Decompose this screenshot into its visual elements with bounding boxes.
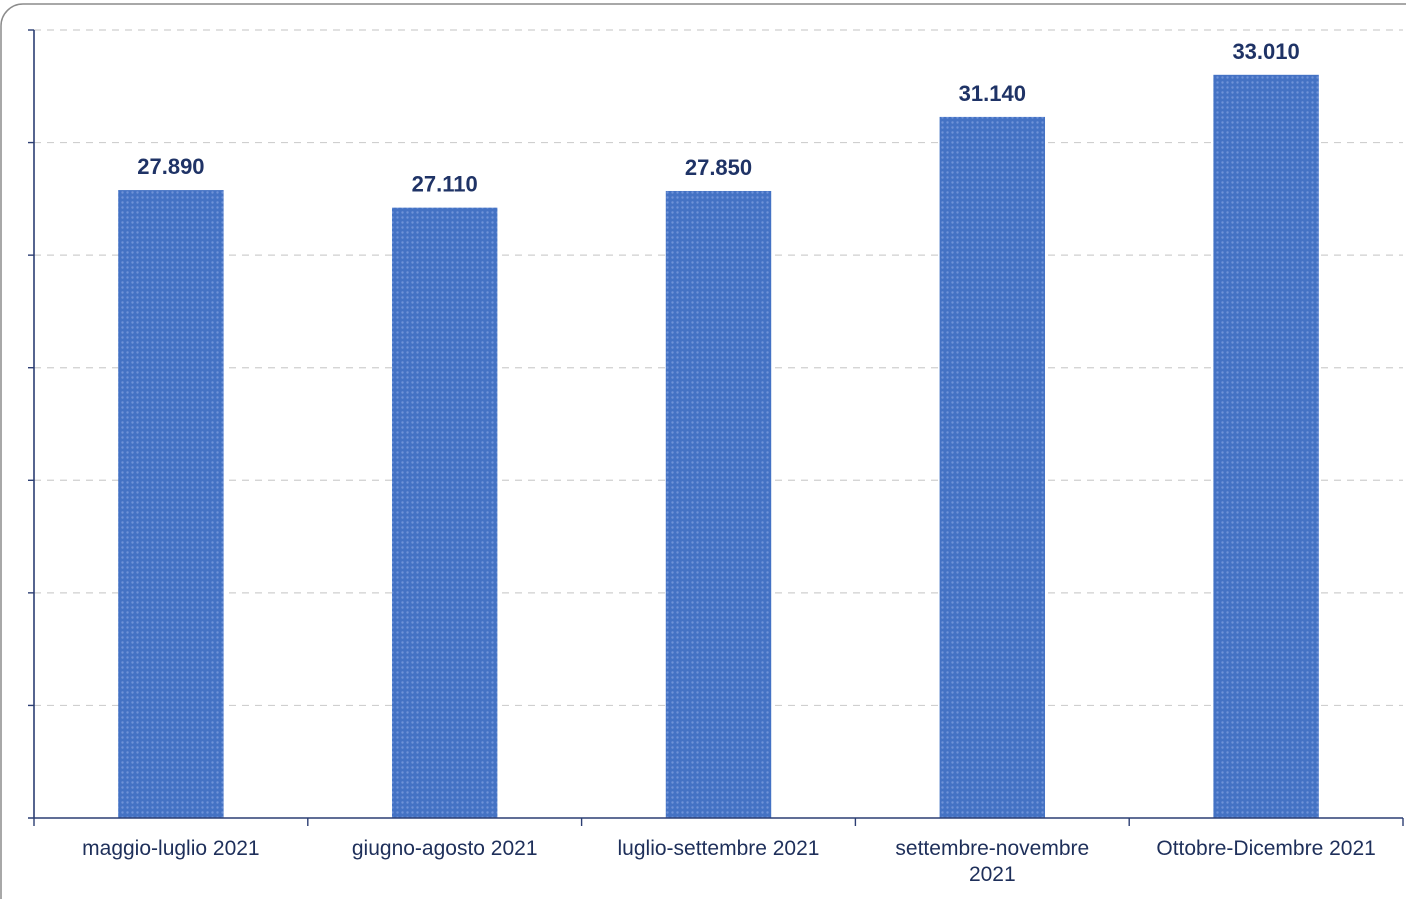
- category-label-0: maggio-luglio 2021: [82, 837, 259, 860]
- category-label-4: Ottobre-Dicembre 2021: [1156, 837, 1375, 860]
- value-label-4: 33.010: [1232, 39, 1299, 64]
- value-label-0: 27.890: [137, 154, 204, 179]
- bar-0: [118, 190, 224, 819]
- category-label-1: giugno-agosto 2021: [352, 837, 538, 860]
- labels: 27.890 maggio-luglio 2021 27.110 giugno-ago…: [82, 39, 1376, 886]
- bar-4: [1213, 74, 1319, 819]
- axes: [28, 29, 1404, 826]
- value-label-1: 27.110: [412, 172, 478, 197]
- bar-1: [391, 207, 498, 819]
- category-label-3-line-1: 2021: [969, 863, 1016, 886]
- bar-2: [665, 190, 772, 818]
- category-label-2: luglio-settembre 2021: [618, 837, 820, 860]
- bar-3: [939, 116, 1046, 818]
- value-label-3: 31.140: [959, 81, 1026, 106]
- value-label-2: 27.850: [685, 155, 752, 180]
- category-label-3-line-0: settembre-novembre: [895, 837, 1089, 860]
- bars: [118, 74, 1319, 819]
